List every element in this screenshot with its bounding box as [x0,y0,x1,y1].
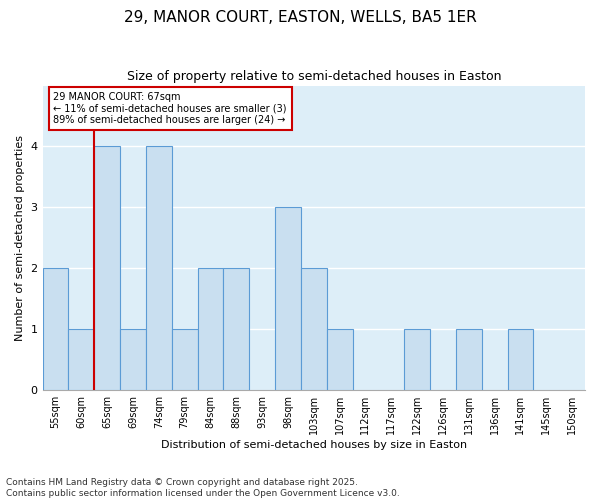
Text: 29 MANOR COURT: 67sqm
← 11% of semi-detached houses are smaller (3)
89% of semi-: 29 MANOR COURT: 67sqm ← 11% of semi-deta… [53,92,287,125]
Bar [43,268,68,390]
Bar [301,268,326,390]
Text: 29, MANOR COURT, EASTON, WELLS, BA5 1ER: 29, MANOR COURT, EASTON, WELLS, BA5 1ER [124,10,476,25]
Y-axis label: Number of semi-detached properties: Number of semi-detached properties [15,135,25,341]
Bar [223,268,249,390]
Bar [94,146,120,390]
Bar [68,330,94,390]
Title: Size of property relative to semi-detached houses in Easton: Size of property relative to semi-detach… [127,70,501,83]
Bar [326,330,353,390]
Bar [172,330,197,390]
Bar [197,268,223,390]
X-axis label: Distribution of semi-detached houses by size in Easton: Distribution of semi-detached houses by … [161,440,467,450]
Bar [404,330,430,390]
Bar [146,146,172,390]
Bar [456,330,482,390]
Text: Contains HM Land Registry data © Crown copyright and database right 2025.
Contai: Contains HM Land Registry data © Crown c… [6,478,400,498]
Bar [508,330,533,390]
Bar [275,208,301,390]
Bar [120,330,146,390]
